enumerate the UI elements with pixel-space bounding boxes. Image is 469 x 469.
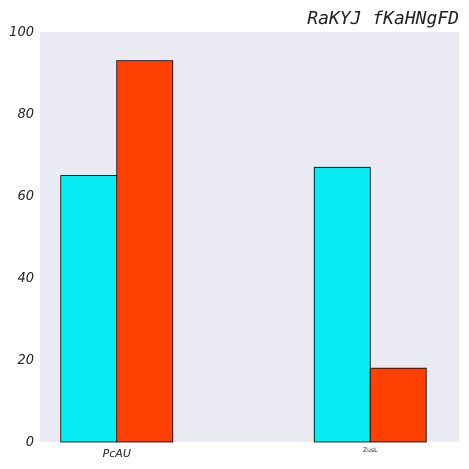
bar [313, 166, 371, 443]
bars-group [60, 60, 427, 443]
y-tick-label: 20 [17, 353, 34, 368]
bar [60, 175, 118, 443]
y-tick-label: 60 [17, 189, 34, 204]
x-tick-label: PcAU [103, 447, 131, 460]
x-axis-labels: PcAU ZusL [103, 447, 378, 460]
bar [116, 60, 174, 443]
y-tick-label: 80 [17, 107, 34, 122]
chart-title: RaKYJ fKaHNgFD [307, 8, 459, 29]
y-axis-ticks: 0 20 40 60 80 100 [9, 25, 34, 450]
x-tick-label: ZusL [363, 447, 378, 454]
y-tick-label: 40 [17, 271, 34, 286]
y-tick-label: 100 [9, 25, 34, 40]
bar [369, 367, 427, 443]
y-tick-label: 0 [26, 435, 34, 450]
